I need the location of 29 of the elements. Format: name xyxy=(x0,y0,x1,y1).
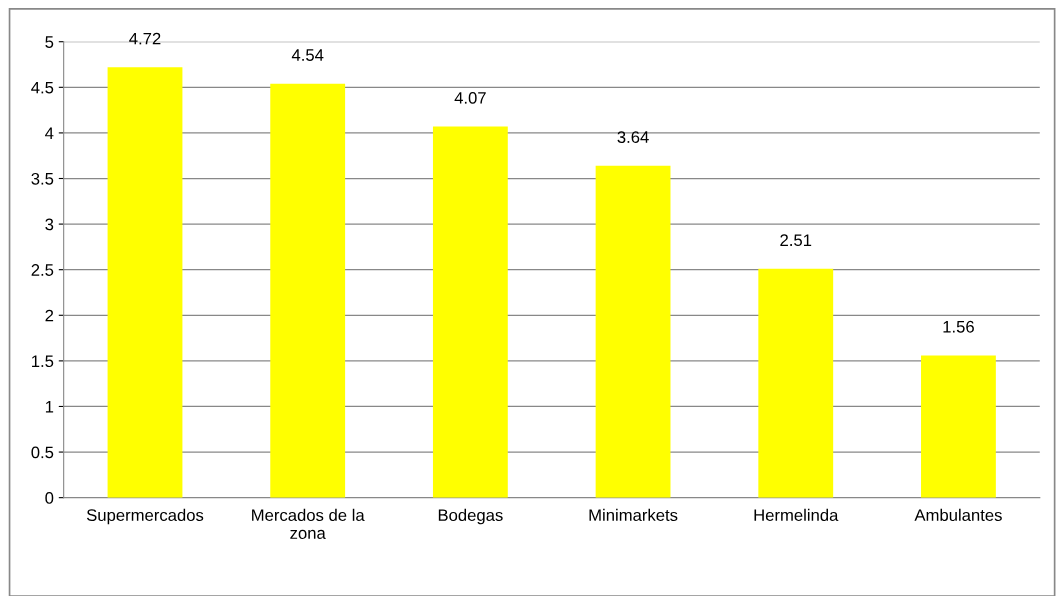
y-tick-label: 5 xyxy=(45,36,54,48)
y-tick-label: 1 xyxy=(45,401,54,413)
y-tick-label: 3.5 xyxy=(31,172,54,185)
y-tick-label: 2.5 xyxy=(31,264,54,276)
x-tick-label: Minimarkets xyxy=(589,508,678,522)
x-tick-label: Supermercados xyxy=(86,508,204,525)
x-tick-label: Ambulantes xyxy=(914,508,1002,522)
data-label: 3.64 xyxy=(617,131,649,143)
y-tick-label: 0 xyxy=(45,492,54,504)
y-tick-label: 0.5 xyxy=(31,446,54,459)
x-tick-label: Bodegas xyxy=(438,508,503,525)
bar xyxy=(107,67,183,498)
y-tick-label: 1.5 xyxy=(32,355,54,368)
bar xyxy=(595,165,671,498)
data-label: 4.07 xyxy=(454,91,486,104)
y-tick-label: 2 xyxy=(45,309,54,322)
data-label: 4.54 xyxy=(291,49,324,61)
bar xyxy=(270,83,346,498)
data-label: 2.51 xyxy=(780,234,812,247)
y-tick-label: 4 xyxy=(45,127,54,139)
y-tick-label: 3 xyxy=(45,218,54,231)
bar xyxy=(921,355,996,498)
data-label: 1.56 xyxy=(943,320,974,333)
x-tick-label: Mercados de la zona xyxy=(252,508,365,539)
x-tick-label: Hermelinda xyxy=(754,508,839,522)
data-label: 4.72 xyxy=(129,32,161,45)
bar xyxy=(432,126,508,498)
bar xyxy=(758,268,834,498)
y-tick-label: 4.5 xyxy=(31,81,54,94)
